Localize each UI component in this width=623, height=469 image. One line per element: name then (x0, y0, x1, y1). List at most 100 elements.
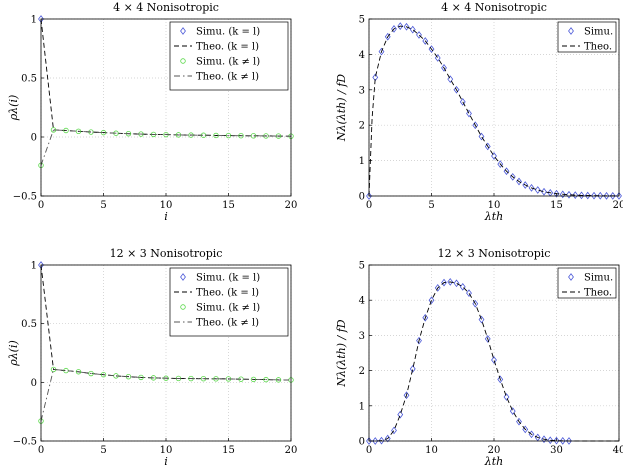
x-tick-label: 40 (613, 445, 623, 456)
data-point (263, 376, 269, 383)
data-point (384, 32, 391, 41)
data-point (466, 109, 472, 118)
legend-swatch (568, 273, 574, 281)
x-tick-label: 30 (550, 445, 563, 456)
legend-swatch (180, 27, 186, 35)
axes-frame (368, 264, 620, 442)
y-tick-label: 4 (359, 296, 365, 307)
data-point (553, 189, 560, 198)
x-axis-label: i (164, 455, 168, 468)
data-point (391, 426, 397, 435)
data-point (541, 435, 547, 444)
chart-title: 12 × 3 Nonisotropic (110, 247, 223, 260)
y-tick-label: 3 (359, 331, 365, 342)
series-line (40, 129, 292, 166)
data-point (213, 132, 219, 139)
data-point (528, 183, 535, 192)
y-tick-label: 0 (359, 192, 365, 203)
data-point (484, 335, 491, 343)
series-1 (366, 22, 622, 200)
legend-label: Simu. (k ≠ l) (196, 303, 260, 314)
legend-swatch (568, 27, 574, 35)
data-point (378, 47, 385, 56)
chart-panel-2: 0 5 10 15 20 0 1 2 3 4 5 4 × 4 Nonisotropic λth Nλ(λt… (335, 1, 623, 223)
y-axis-label: ρλ(i) (7, 340, 20, 367)
legend-label: Theo. (k = l) (196, 288, 259, 299)
data-point (491, 152, 497, 160)
y-tick-label: 1 (359, 401, 365, 412)
y-tick-label: 1 (31, 261, 37, 272)
series-4 (40, 129, 292, 166)
legend-entry: Theo. (k ≠ l) (174, 318, 259, 329)
y-axis-label: Nλ(λth) / fD (335, 74, 348, 142)
series-2 (368, 25, 620, 197)
data-point (409, 25, 416, 34)
legend-entry: Theo. (k ≠ l) (174, 72, 259, 83)
x-tick-label: 15 (222, 445, 235, 456)
y-tick-label: 0 (31, 378, 37, 389)
data-point (516, 417, 522, 426)
data-point (522, 181, 529, 189)
legend-label: Theo. (k ≠ l) (196, 72, 259, 83)
data-point (597, 191, 604, 200)
legend-swatch (180, 304, 186, 310)
series-4 (40, 368, 292, 422)
data-point (416, 336, 422, 345)
data-point (391, 25, 397, 33)
x-axis-label: λth (484, 210, 503, 223)
data-point (384, 434, 391, 443)
data-point (428, 296, 435, 305)
data-point (478, 315, 485, 324)
y-tick-label: 3 (359, 85, 365, 96)
x-tick-label: 0 (38, 200, 44, 211)
data-point (397, 410, 404, 419)
data-point (378, 436, 385, 445)
y-tick-label: 1 (359, 156, 365, 167)
data-point (616, 192, 622, 200)
data-point (559, 190, 566, 199)
data-point (238, 133, 244, 139)
x-tick-label: 10 (160, 445, 173, 456)
x-tick-label: 5 (100, 445, 106, 456)
y-tick-label: 2 (359, 366, 365, 377)
data-point (603, 191, 610, 200)
x-tick-label: 10 (488, 200, 501, 211)
legend-entry: Theo. (k = l) (174, 288, 259, 299)
legend-entry: Theo. (k = l) (174, 42, 259, 53)
legend-label: Simu. (k = l) (196, 27, 260, 38)
data-point (100, 372, 107, 378)
data-point (478, 132, 485, 141)
data-point (422, 313, 429, 322)
data-point (428, 45, 435, 53)
data-point (466, 289, 472, 298)
y-tick-label: −0.5 (13, 437, 37, 448)
legend-entry: Simu. (568, 27, 613, 38)
axes-frame (368, 18, 620, 197)
legend-label: Theo. (k = l) (196, 42, 259, 53)
data-point (409, 364, 416, 373)
data-point (547, 436, 554, 445)
data-point (534, 186, 541, 194)
data-point (372, 437, 379, 445)
y-tick-label: 5 (359, 15, 365, 26)
series-line (368, 25, 620, 197)
legend: Simu. Theo. (557, 267, 617, 299)
data-point (88, 370, 94, 377)
legend-label: Simu. (584, 27, 613, 38)
x-tick-label: 20 (285, 200, 298, 211)
x-tick-label: 5 (100, 200, 106, 211)
legend-entry: Theo. (562, 288, 612, 299)
x-tick-label: 15 (222, 200, 235, 211)
legend-label: Simu. (k ≠ l) (196, 57, 260, 68)
series-2 (369, 281, 619, 442)
legend-entry: Simu. (568, 273, 613, 284)
data-point (503, 167, 510, 176)
data-point (503, 393, 510, 401)
legend-entry: Simu. (k = l) (180, 27, 260, 38)
chart-title: 4 × 4 Nonisotropic (113, 1, 219, 14)
y-tick-label: 1 (31, 15, 37, 26)
x-tick-label: 5 (428, 200, 434, 211)
legend-label: Theo. (584, 288, 612, 299)
data-point (541, 187, 547, 196)
